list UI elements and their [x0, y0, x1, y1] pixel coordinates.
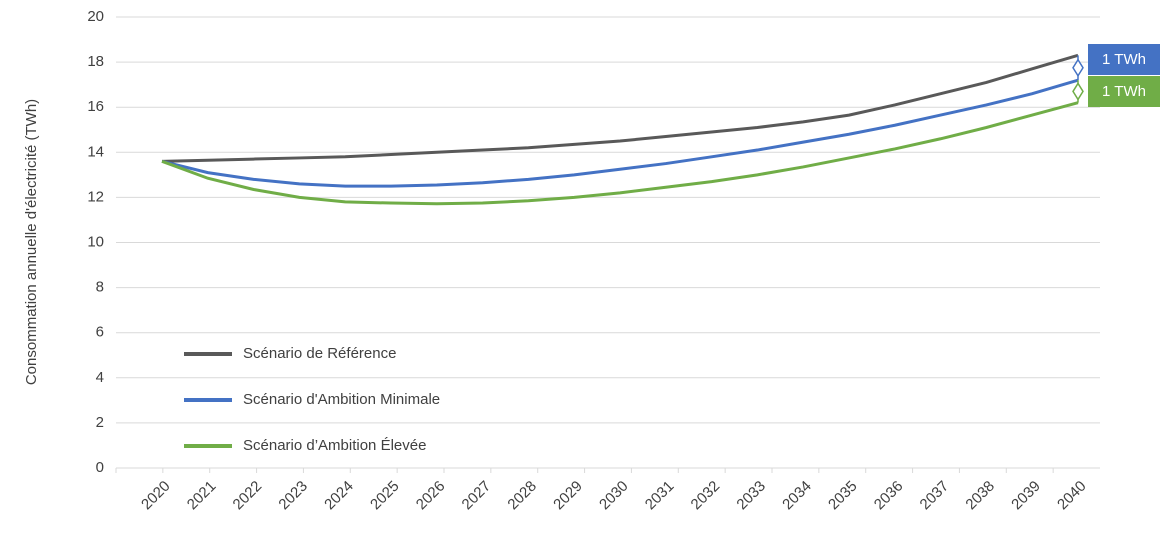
legend-label: Scénario de Référence	[243, 345, 396, 362]
x-tick-label: 2029	[550, 478, 586, 514]
annotation-marker	[1072, 81, 1084, 101]
x-tick-label: 2021	[184, 478, 220, 514]
x-tick-label: 2032	[688, 478, 724, 514]
series-line	[161, 101, 1079, 206]
series-line	[161, 53, 1079, 163]
x-tick-label: 2038	[962, 478, 998, 514]
y-tick-label: 4	[96, 369, 104, 386]
x-tick-label: 2022	[230, 478, 266, 514]
y-tick-label: 16	[87, 98, 104, 115]
x-tick-label: 2037	[917, 478, 953, 514]
x-tick-label: 2030	[596, 478, 632, 514]
y-tick-label: 0	[96, 459, 104, 476]
x-tick-label: 2039	[1008, 478, 1044, 514]
annotation-box	[1088, 76, 1160, 107]
annotation-marker	[1072, 58, 1084, 78]
x-tick-label: 2036	[871, 478, 907, 514]
x-tick-label: 2035	[825, 478, 861, 514]
annotation-text: 1 TWh	[1102, 51, 1146, 68]
x-tick-label: 2026	[413, 478, 449, 514]
annotation-text: 1 TWh	[1102, 83, 1146, 100]
x-tick-label: 2025	[367, 478, 403, 514]
y-tick-label: 14	[87, 143, 104, 160]
legend-label: Scénario d’Ambition Élevée	[243, 437, 426, 454]
x-tick-label: 2027	[459, 478, 495, 514]
x-tick-label: 2023	[275, 478, 311, 514]
annotation-box	[1088, 44, 1160, 75]
x-tick-label: 2034	[779, 478, 815, 514]
y-tick-label: 20	[87, 8, 104, 25]
x-tick-label: 2020	[138, 478, 174, 514]
y-tick-label: 18	[87, 53, 104, 70]
x-tick-label: 2028	[504, 478, 540, 514]
y-tick-label: 12	[87, 188, 104, 205]
x-tick-label: 2031	[642, 478, 678, 514]
y-tick-label: 6	[96, 324, 104, 341]
x-tick-label: 2033	[733, 478, 769, 514]
x-tick-label: 2040	[1054, 478, 1090, 514]
y-tick-label: 2	[96, 414, 104, 431]
y-tick-label: 8	[96, 279, 104, 296]
y-axis-label: Consommation annuelle d'électricité (TWh…	[23, 99, 40, 385]
x-tick-label: 2024	[321, 478, 357, 514]
legend-label: Scénario d'Ambition Minimale	[243, 391, 440, 408]
series-line	[161, 78, 1079, 188]
y-tick-label: 10	[87, 233, 104, 250]
